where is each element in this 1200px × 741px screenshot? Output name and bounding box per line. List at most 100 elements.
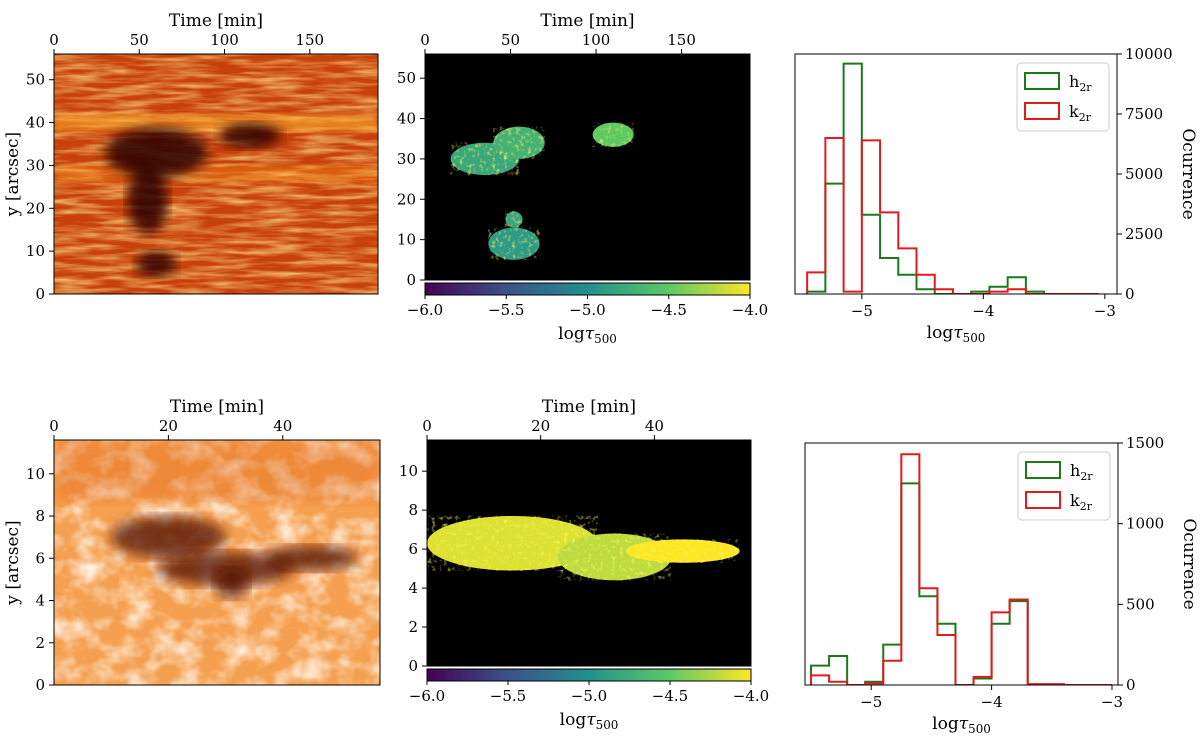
tau-xtick-label: 150 <box>667 31 696 49</box>
intensity-xtick-label: 40 <box>273 417 292 435</box>
colorbar-tick-label: −6.0 <box>407 301 443 319</box>
tau-ytick-label: 30 <box>397 150 416 168</box>
histogram-panel-0: −5 −4 −3 logτ500 0 2500 5000 7500 10000 Ocurrence… <box>794 45 1198 345</box>
tau-ytick-label: 2 <box>408 618 418 636</box>
colorbar-tick-label: −4.0 <box>733 687 769 705</box>
intensity-y-label: y [arcsec] <box>3 132 23 217</box>
bright-band-2 <box>54 165 378 183</box>
histogram-x-label: logτ500 <box>932 714 991 736</box>
intensity-y-label: y [arcsec] <box>3 520 23 605</box>
tau-map-image <box>425 54 750 280</box>
intensity-ytick-label: 2 <box>35 634 45 652</box>
histogram-x-label: logτ500 <box>927 323 986 345</box>
legend-swatch-h2r <box>1025 461 1061 479</box>
intensity-ytick-label: 40 <box>26 114 45 132</box>
histogram-xtick-label: −5 <box>860 693 882 711</box>
colorbar-tick-label: −5.5 <box>490 687 526 705</box>
intensity-ytick-label: 10 <box>26 242 45 260</box>
histogram-frame <box>804 442 1119 686</box>
tau-xtick-label: 20 <box>531 417 550 435</box>
tau-ytick-label: 0 <box>406 271 416 289</box>
tau-ytick-label: 10 <box>397 231 416 249</box>
colorbar-tick-label: −5.5 <box>488 301 524 319</box>
histogram-y-label: Ocurrence <box>1179 518 1199 609</box>
histogram-ytick-label: 0 <box>1125 285 1135 303</box>
tau-ytick-label: 0 <box>408 657 418 675</box>
histogram-plot <box>810 453 1112 685</box>
dark-feature-3 <box>135 251 177 277</box>
colorbar-tick-label: −5.0 <box>569 301 605 319</box>
tau-x-label: Time [min] <box>540 11 634 31</box>
tau-ytick-label: 8 <box>408 501 418 519</box>
intensity-image <box>54 54 378 294</box>
colorbar-tick-label: −5.0 <box>571 687 607 705</box>
tau-xtick-label: 40 <box>645 417 664 435</box>
histogram-step-k2r <box>806 137 1099 294</box>
histogram-step-h2r <box>806 62 1099 294</box>
tau-map-frame <box>424 53 751 281</box>
tau-ytick-label: 6 <box>408 540 418 558</box>
tau-region-speckle-3 <box>488 227 540 260</box>
colorbar-label: logτ500 <box>560 710 619 732</box>
dark-feature-1 <box>219 122 281 149</box>
dark-feature-0 <box>105 126 208 179</box>
intensity-frame <box>53 53 379 295</box>
histogram-ytick-label: 1000 <box>1126 515 1164 533</box>
tau-x-label: Time [min] <box>542 397 636 417</box>
histogram-panel-1: −5 −4 −3 logτ500 0 500 1000 1500 Ocurrence h2r k2r <box>804 434 1199 736</box>
histogram-step-k2r <box>810 453 1112 685</box>
tau-ytick-label: 20 <box>397 190 416 208</box>
colorbar-tick-label: −6.0 <box>409 687 445 705</box>
intensity-xtick-label: 100 <box>210 31 239 49</box>
intensity-xtick-label: 0 <box>49 31 59 49</box>
histogram-ytick-label: 5000 <box>1125 165 1163 183</box>
histogram-ytick-label: 1500 <box>1126 434 1164 452</box>
intensity-ytick-label: 0 <box>35 285 45 303</box>
legend-label-k2r: k2r <box>1070 491 1093 513</box>
dark-feature-2 <box>214 568 249 599</box>
intensity-xtick-label: 150 <box>295 31 324 49</box>
legend-swatch-k2r <box>1024 102 1060 120</box>
legend-label-k2r: k2r <box>1069 102 1092 124</box>
colorbar-label: logτ500 <box>558 324 617 346</box>
colorbar-tick-label: −4.5 <box>651 301 687 319</box>
colorbar-tick-label: −4.0 <box>732 301 768 319</box>
histogram-ytick-label: 0 <box>1126 676 1136 694</box>
tau-ytick-label: 4 <box>408 579 418 597</box>
histogram-legend <box>1017 451 1111 521</box>
colorbar <box>426 668 752 682</box>
intensity-ytick-label: 8 <box>35 507 45 525</box>
tau-map-panel-1: 0 20 40 Time [min] 0 2 4 6 8 10 −6.0 −5.5 −5.0 −4.5 −4… <box>399 397 769 732</box>
tau-region-speckle-1 <box>493 126 545 159</box>
histogram-xtick-label: −4 <box>972 302 994 320</box>
intensity-panel-1: 0 20 40 Time [min] 0 2 4 6 8 10 y [arcsec] <box>3 397 381 694</box>
dark-feature-1 <box>156 551 295 586</box>
legend-swatch-k2r <box>1025 491 1061 509</box>
tau-xtick-label: 50 <box>501 31 520 49</box>
intensity-xtick-label: 50 <box>130 31 149 49</box>
tau-map-frame <box>426 439 752 667</box>
histogram-legend <box>1016 62 1110 132</box>
legend-label-h2r: h2r <box>1070 461 1093 483</box>
tau-xtick-label: 100 <box>582 31 611 49</box>
histogram-ytick-label: 500 <box>1126 595 1155 613</box>
intensity-panel-0: 0 50 100 150 Time [min] 0 10 20 30 40 50 y [arcsec] <box>3 11 379 303</box>
histogram-y-label: Ocurrence <box>1178 128 1198 219</box>
tau-xtick-label: 0 <box>422 417 432 435</box>
tau-region-speckle-4 <box>505 211 523 228</box>
intensity-image <box>54 440 380 685</box>
histogram-xtick-label: −5 <box>851 302 873 320</box>
tau-ytick-label: 50 <box>397 69 416 87</box>
histogram-xtick-label: −3 <box>1101 693 1123 711</box>
intensity-ytick-label: 6 <box>35 549 45 567</box>
upper-tone <box>54 440 380 502</box>
intensity-xtick-label: 20 <box>159 417 178 435</box>
bright-band <box>54 114 378 132</box>
histogram-plot <box>806 62 1099 294</box>
legend-label-h2r: h2r <box>1069 72 1092 94</box>
intensity-xtick-label: 0 <box>49 417 59 435</box>
colorbar <box>424 282 751 296</box>
tau-region-speckle-2 <box>592 122 634 147</box>
intensity-ytick-label: 0 <box>35 676 45 694</box>
intensity-ytick-label: 30 <box>26 156 45 174</box>
